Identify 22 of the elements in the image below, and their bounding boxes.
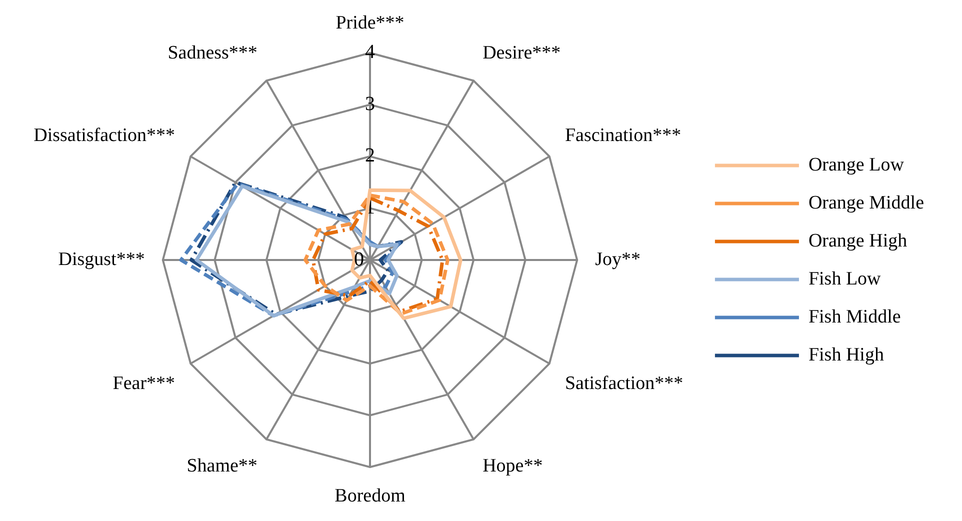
legend-label: Fish Middle bbox=[808, 306, 901, 328]
spoke-label: Hope** bbox=[482, 455, 543, 476]
legend-label: Orange Middle bbox=[808, 192, 924, 214]
legend-label: Fish High bbox=[808, 344, 884, 366]
spoke-label: Sadness*** bbox=[168, 42, 258, 64]
legend-label: Orange Low bbox=[808, 154, 904, 176]
y-tick-label: 2 bbox=[365, 144, 375, 167]
spoke-label: Pride*** bbox=[336, 12, 404, 34]
legend-label: Fish Low bbox=[808, 268, 882, 290]
spoke-label: Dissatisfaction*** bbox=[34, 125, 176, 146]
spoke-label: Fear*** bbox=[112, 372, 176, 394]
spoke-label: Shame** bbox=[186, 455, 258, 476]
y-tick-label: 4 bbox=[365, 41, 375, 64]
y-tick-label: 3 bbox=[365, 92, 375, 115]
spoke-label: Desire*** bbox=[482, 42, 561, 64]
spoke-label: Fascination*** bbox=[564, 125, 682, 146]
legend-label: Orange High bbox=[808, 230, 908, 252]
spoke-label: Boredom bbox=[334, 486, 406, 507]
spoke-label: Satisfaction*** bbox=[564, 372, 684, 394]
y-tick-label: 0 bbox=[354, 248, 364, 270]
spoke-label: Joy** bbox=[595, 248, 641, 270]
spoke-label: Disgust*** bbox=[58, 248, 145, 270]
